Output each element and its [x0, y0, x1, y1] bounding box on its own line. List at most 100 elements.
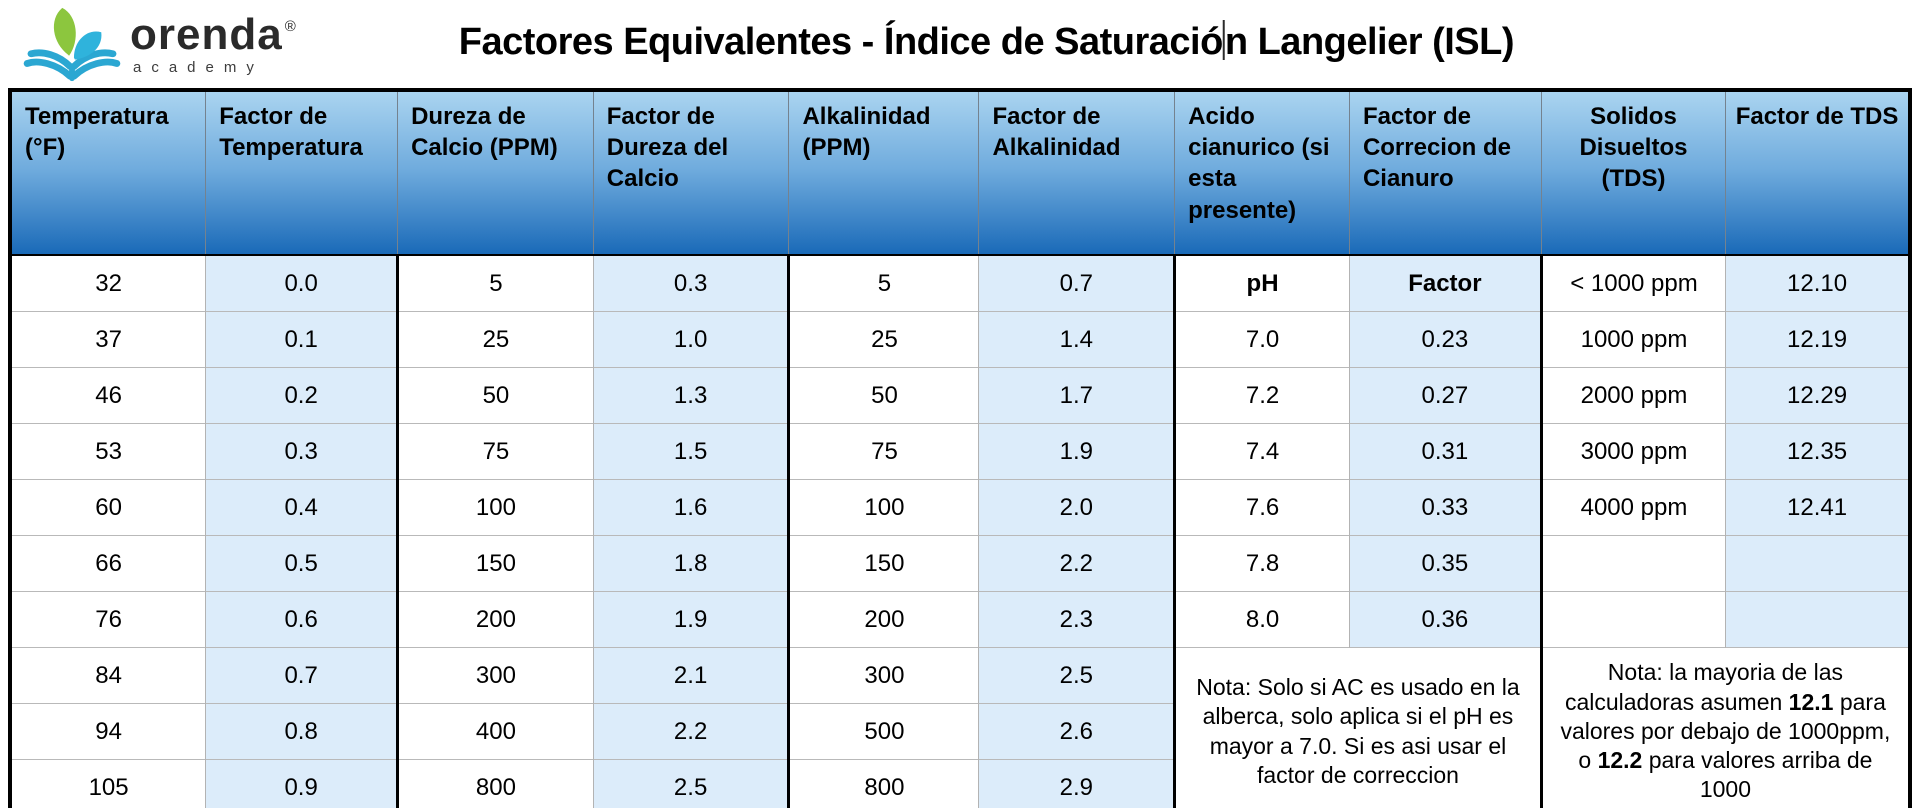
- column-header-alkalinidad: Alkalinidad (PPM): [788, 90, 980, 256]
- table-cell: 5: [788, 255, 980, 312]
- table-cell: 25: [397, 311, 594, 368]
- table-row: 46 0.2 50 1.3 50 1.7 7.2 0.27 2000 ppm 12.29: [10, 367, 1910, 424]
- table-cell: 12.41: [1725, 479, 1910, 536]
- table-cell: 32: [10, 255, 207, 312]
- table-cell: 0.23: [1349, 311, 1543, 368]
- tds-note-cell: Nota: la mayoria de las calculadoras asu…: [1539, 647, 1912, 808]
- table-row: 37 0.1 25 1.0 25 1.4 7.0 0.23 1000 ppm 12.19: [10, 311, 1910, 368]
- table-cell: 25: [788, 311, 980, 368]
- text-caret: [1222, 20, 1225, 60]
- table-cell: 105: [10, 759, 207, 808]
- table-cell: 2.6: [978, 703, 1177, 760]
- factors-table-header: Temperatura (°F) Factor de Temperatura D…: [10, 90, 1910, 256]
- table-cell: 2.3: [978, 591, 1177, 648]
- table-cell: 100: [788, 479, 980, 536]
- table-cell: 0.35: [1349, 535, 1543, 592]
- table-cell: 0.8: [205, 703, 400, 760]
- table-cell: 7.4: [1174, 423, 1350, 480]
- table-cell: 0.0: [205, 255, 400, 312]
- logo: orenda ® academy: [22, 4, 297, 84]
- table-cell: 66: [10, 535, 207, 592]
- page-title-text-right: n Langelier (ISL): [1224, 21, 1515, 63]
- column-header-factor-temperatura: Factor de Temperatura: [205, 90, 399, 256]
- table-cell: 12.35: [1725, 423, 1910, 480]
- tds-note-bold-value: 12.2: [1597, 747, 1643, 774]
- table-cell: 3000 ppm: [1541, 423, 1727, 480]
- table-cell: 37: [10, 311, 207, 368]
- table-cell: 0.2: [205, 367, 400, 424]
- table-row: 60 0.4 100 1.6 100 2.0 7.6 0.33 4000 ppm 12.41: [10, 479, 1910, 536]
- table-row: 66 0.5 150 1.8 150 2.2 7.8 0.35: [10, 535, 1910, 592]
- table-cell: 0.31: [1349, 423, 1543, 480]
- table-cell: 60: [10, 479, 207, 536]
- table-cell: 46: [10, 367, 207, 424]
- logo-brand-word: orenda: [130, 9, 283, 59]
- tds-note-text: para valores arriba de 1000: [1642, 747, 1873, 803]
- table-cell: 0.3: [205, 423, 400, 480]
- table-cell: 2.1: [593, 647, 791, 704]
- table-cell: 1.3: [593, 367, 791, 424]
- table-cell: 1.8: [593, 535, 791, 592]
- table-cell: 1.9: [978, 423, 1177, 480]
- table-cell: 75: [788, 423, 980, 480]
- column-header-acido-cianurico: Acido cianurico (si esta presente): [1174, 90, 1350, 256]
- table-cell: [1725, 535, 1910, 592]
- table-cell: 0.36: [1349, 591, 1543, 648]
- table-cell: pH: [1174, 255, 1350, 312]
- tds-note-text: Nota: la mayoria de las calculadoras asu…: [1564, 659, 1844, 715]
- table-cell: 2.5: [593, 759, 791, 808]
- table-cell: 2000 ppm: [1541, 367, 1727, 424]
- table-cell: 800: [788, 759, 980, 808]
- logo-text: orenda ® academy: [130, 9, 297, 76]
- table-cell: 4000 ppm: [1541, 479, 1727, 536]
- table-cell: 5: [397, 255, 594, 312]
- table-cell: 50: [397, 367, 594, 424]
- cyanuric-note-cell: Nota: Solo si AC es usado en la alberca,…: [1173, 647, 1543, 808]
- table-cell: 76: [10, 591, 207, 648]
- page-title[interactable]: Factores Equivalentes - Índice de Satura…: [459, 20, 1515, 64]
- table-cell: 0.7: [978, 255, 1177, 312]
- table-cell: [1725, 591, 1910, 648]
- table-cell: 8.0: [1174, 591, 1350, 648]
- header-row: Temperatura (°F) Factor de Temperatura D…: [10, 90, 1910, 256]
- table-row: 76 0.6 200 1.9 200 2.3 8.0 0.36: [10, 591, 1910, 648]
- table-cell: < 1000 ppm: [1541, 255, 1727, 312]
- table-cell: 0.4: [205, 479, 400, 536]
- table-cell: 300: [788, 647, 980, 704]
- table-cell: 7.8: [1174, 535, 1350, 592]
- table-row: 53 0.3 75 1.5 75 1.9 7.4 0.31 3000 ppm 12.35: [10, 423, 1910, 480]
- table-cell: Factor: [1349, 255, 1543, 312]
- table-cell: 2.0: [978, 479, 1177, 536]
- table-cell: 12.29: [1725, 367, 1910, 424]
- table-cell: 53: [10, 423, 207, 480]
- table-cell: 1.6: [593, 479, 791, 536]
- logo-academy-text: academy: [133, 58, 264, 76]
- table-cell: 150: [397, 535, 594, 592]
- column-header-solidos-disueltos: Solidos Disueltos (TDS): [1541, 90, 1727, 256]
- column-header-temperatura: Temperatura (°F): [10, 90, 207, 256]
- table-cell: 75: [397, 423, 594, 480]
- table-row: 94 0.8 400 2.2 500 2.6: [10, 703, 1910, 760]
- table-cell: 2.2: [593, 703, 791, 760]
- table-cell: 800: [397, 759, 594, 808]
- table-cell: 0.27: [1349, 367, 1543, 424]
- factors-table-body: 32 0.0 5 0.3 5 0.7 pH Factor < 1000 ppm 12.10 37 0.…: [10, 255, 1912, 808]
- table-cell: 100: [397, 479, 594, 536]
- table-cell: 0.6: [205, 591, 400, 648]
- column-header-dureza-calcio: Dureza de Calcio (PPM): [397, 90, 594, 256]
- table-cell: 1.7: [978, 367, 1177, 424]
- table-cell: 0.9: [205, 759, 400, 808]
- table-row: 105 0.9 800 2.5 800 2.9: [10, 759, 1910, 808]
- table-cell: 200: [397, 591, 594, 648]
- table-cell: 1000 ppm: [1541, 311, 1727, 368]
- table-cell: 0.7: [205, 647, 400, 704]
- table-cell: 200: [788, 591, 980, 648]
- table-cell: 0.5: [205, 535, 400, 592]
- table-cell: 400: [397, 703, 594, 760]
- table-cell: 1.9: [593, 591, 791, 648]
- column-header-factor-alkalinidad: Factor de Alkalinidad: [978, 90, 1176, 256]
- table-cell: 1.4: [978, 311, 1177, 368]
- logo-registered-mark: ®: [284, 17, 297, 35]
- logo-brand-text: orenda ®: [130, 9, 297, 59]
